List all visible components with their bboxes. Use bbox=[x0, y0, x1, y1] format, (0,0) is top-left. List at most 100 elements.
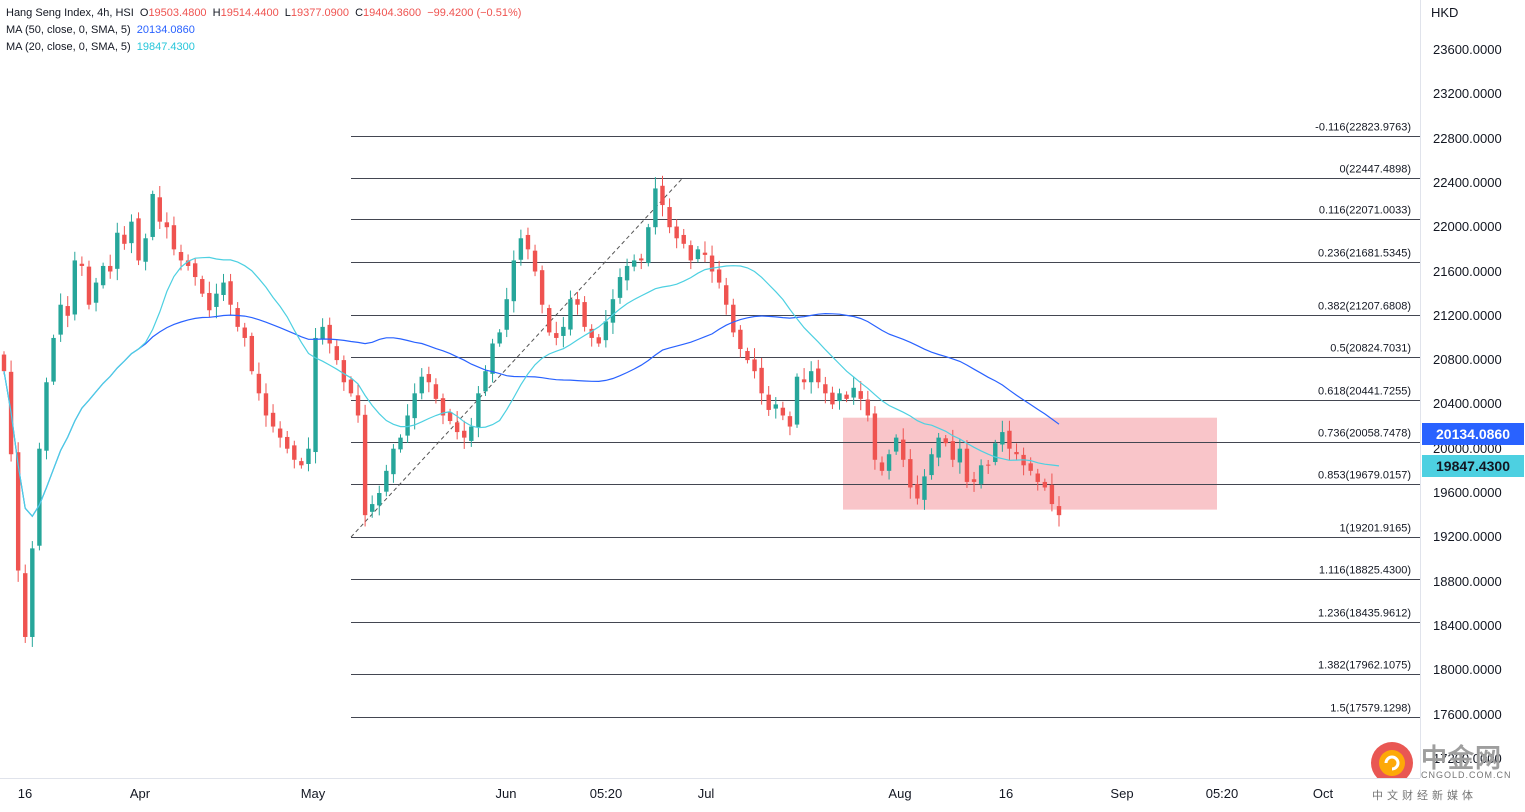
candle-body[interactable] bbox=[192, 263, 198, 278]
candle-body[interactable] bbox=[256, 373, 262, 394]
candle-body[interactable] bbox=[851, 387, 856, 398]
candle-body[interactable] bbox=[554, 333, 559, 338]
candle-body[interactable] bbox=[23, 573, 28, 637]
candle-body[interactable] bbox=[1042, 481, 1048, 488]
candle-body[interactable] bbox=[462, 430, 467, 438]
candle-body[interactable] bbox=[355, 395, 361, 416]
candle-body[interactable] bbox=[950, 441, 955, 460]
candle-body[interactable] bbox=[143, 238, 148, 262]
candle-body[interactable] bbox=[993, 443, 998, 462]
candle-body[interactable] bbox=[667, 207, 672, 228]
candle-body[interactable] bbox=[136, 218, 141, 261]
candle-body[interactable] bbox=[525, 234, 531, 250]
candle-body[interactable] bbox=[391, 448, 396, 475]
candle-body[interactable] bbox=[171, 225, 177, 250]
candle-body[interactable] bbox=[901, 439, 906, 460]
candle-body[interactable] bbox=[334, 346, 339, 361]
candle-body[interactable] bbox=[844, 394, 849, 399]
candle-body[interactable] bbox=[277, 428, 283, 438]
candle-body[interactable] bbox=[681, 234, 686, 244]
candle-body[interactable] bbox=[72, 260, 78, 315]
candle-body[interactable] bbox=[674, 226, 679, 239]
candle-body[interactable] bbox=[490, 343, 495, 374]
candle-body[interactable] bbox=[617, 277, 623, 298]
candle-body[interactable] bbox=[908, 459, 913, 488]
candle-body[interactable] bbox=[610, 299, 616, 323]
candle-body[interactable] bbox=[766, 394, 771, 410]
candle-body[interactable] bbox=[221, 282, 226, 295]
candle-body[interactable] bbox=[369, 504, 375, 512]
candle-body[interactable] bbox=[816, 368, 821, 383]
candle-body[interactable] bbox=[44, 382, 49, 451]
candle-body[interactable] bbox=[150, 193, 155, 237]
candle-body[interactable] bbox=[504, 299, 509, 330]
candle-body[interactable] bbox=[830, 392, 835, 405]
candle-body[interactable] bbox=[575, 299, 580, 305]
candle-body[interactable] bbox=[263, 393, 269, 416]
candle-body[interactable] bbox=[292, 445, 297, 460]
candle-body[interactable] bbox=[582, 302, 587, 327]
candle-body[interactable] bbox=[1056, 506, 1062, 516]
candle-body[interactable] bbox=[837, 393, 842, 402]
candle-body[interactable] bbox=[773, 404, 778, 409]
candle-body[interactable] bbox=[752, 359, 757, 372]
candle-body[interactable] bbox=[518, 238, 524, 260]
candle-body[interactable] bbox=[731, 304, 736, 333]
candle-body[interactable] bbox=[915, 484, 920, 499]
candle-body[interactable] bbox=[957, 448, 963, 463]
candle-body[interactable] bbox=[285, 436, 290, 449]
candle-body[interactable] bbox=[362, 414, 368, 516]
fibonacci-trend-line[interactable] bbox=[350, 177, 684, 538]
candle-body[interactable] bbox=[235, 308, 240, 327]
candle-body[interactable] bbox=[164, 222, 170, 228]
candle-body[interactable] bbox=[483, 371, 488, 392]
candle-body[interactable] bbox=[716, 269, 722, 283]
candle-body[interactable] bbox=[299, 461, 304, 466]
candle-body[interactable] bbox=[702, 252, 708, 255]
candle-body[interactable] bbox=[447, 412, 453, 422]
candle-body[interactable] bbox=[511, 260, 516, 302]
candle-body[interactable] bbox=[787, 416, 793, 427]
candle-body[interactable] bbox=[249, 335, 255, 372]
ma50-line[interactable] bbox=[3, 312, 1060, 518]
candle-body[interactable] bbox=[971, 479, 977, 482]
candle-body[interactable] bbox=[929, 454, 934, 476]
candle-body[interactable] bbox=[1049, 484, 1055, 505]
candle-body[interactable] bbox=[214, 293, 219, 307]
candle-body[interactable] bbox=[639, 258, 644, 261]
candle-body[interactable] bbox=[858, 391, 863, 399]
candle-body[interactable] bbox=[886, 454, 892, 471]
candle-body[interactable] bbox=[108, 265, 113, 272]
candle-body[interactable] bbox=[79, 263, 85, 266]
candle-body[interactable] bbox=[823, 384, 828, 394]
candle-body[interactable] bbox=[178, 252, 184, 261]
candle-body[interactable] bbox=[377, 493, 382, 506]
candle-body[interactable] bbox=[1000, 432, 1005, 445]
candle-body[interactable] bbox=[30, 548, 35, 637]
candle-body[interactable] bbox=[1, 354, 7, 372]
legend-row-ma20[interactable]: MA (20, close, 0, SMA, 5) 19847.4300 bbox=[6, 39, 521, 56]
candle-body[interactable] bbox=[207, 292, 212, 311]
candle-body[interactable] bbox=[93, 282, 99, 303]
price-chart[interactable]: -0.116(22823.9763) 0(22447.4898) 0.116(220… bbox=[0, 0, 1420, 778]
candle-body[interactable] bbox=[440, 398, 446, 416]
candle-body[interactable] bbox=[532, 250, 538, 272]
candle-body[interactable] bbox=[794, 376, 800, 425]
price-axis[interactable]: HKD 23600.0000 23200.0000 22800.0000 22400.… bbox=[1371, 0, 1525, 784]
candle-body[interactable] bbox=[879, 462, 885, 471]
candle-body[interactable] bbox=[185, 260, 191, 266]
time-axis[interactable]: 16 Apr May Jun 05:20 Jul Aug 16 Sep 05:20 Oct 中文财经… bbox=[0, 778, 1473, 812]
candle-body[interactable] bbox=[469, 426, 474, 441]
candle-body[interactable] bbox=[306, 448, 311, 464]
candle-body[interactable] bbox=[568, 299, 573, 330]
candle-body[interactable] bbox=[943, 438, 948, 444]
candle-body[interactable] bbox=[1007, 430, 1012, 449]
candle-body[interactable] bbox=[695, 249, 701, 260]
candle-body[interactable] bbox=[624, 265, 630, 281]
legend-row-ma50[interactable]: MA (50, close, 0, SMA, 5) 20134.0860 bbox=[6, 22, 521, 39]
candle-body[interactable] bbox=[100, 265, 106, 286]
candle-body[interactable] bbox=[86, 266, 92, 305]
candle-body[interactable] bbox=[129, 221, 134, 244]
candle-body[interactable] bbox=[808, 371, 814, 383]
candle-body[interactable] bbox=[433, 384, 439, 399]
